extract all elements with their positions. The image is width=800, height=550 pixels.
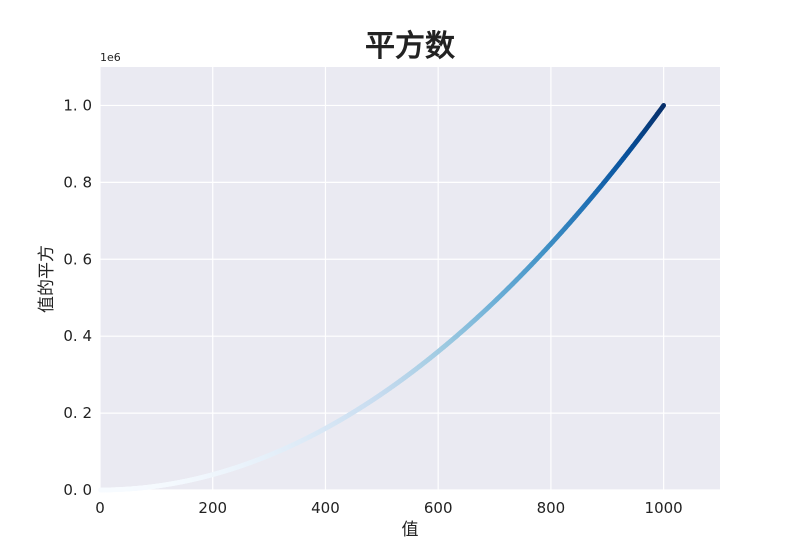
- plot-area: [100, 67, 720, 490]
- tick-labels: 0 200 400 600 800 1000 0. 0 0. 2 0. 4 0. 6 0. 8 1. …: [63, 96, 682, 517]
- y-tick-label: 0. 2: [63, 404, 92, 422]
- y-tick-label: 0. 6: [63, 250, 92, 268]
- x-tick-label: 200: [198, 499, 227, 517]
- x-tick-label: 600: [424, 499, 453, 517]
- y-offset-label: 1e6: [100, 51, 121, 64]
- x-tick-label: 800: [537, 499, 566, 517]
- grid-lines: [99, 67, 720, 491]
- x-tick-label: 0: [95, 499, 105, 517]
- chart-title: 平方数: [365, 29, 456, 64]
- scatter-point: [661, 103, 667, 108]
- x-axis-label: 值: [402, 520, 419, 540]
- y-tick-label: 1. 0: [63, 96, 92, 114]
- x-tick-label: 400: [311, 499, 340, 517]
- y-tick-label: 0. 4: [63, 327, 92, 345]
- y-tick-label: 0. 8: [63, 173, 92, 191]
- y-axis-label: 值的平方: [37, 245, 57, 313]
- y-tick-label: 0. 0: [63, 481, 92, 499]
- x-tick-label: 1000: [645, 499, 683, 517]
- scatter-series: [98, 103, 667, 493]
